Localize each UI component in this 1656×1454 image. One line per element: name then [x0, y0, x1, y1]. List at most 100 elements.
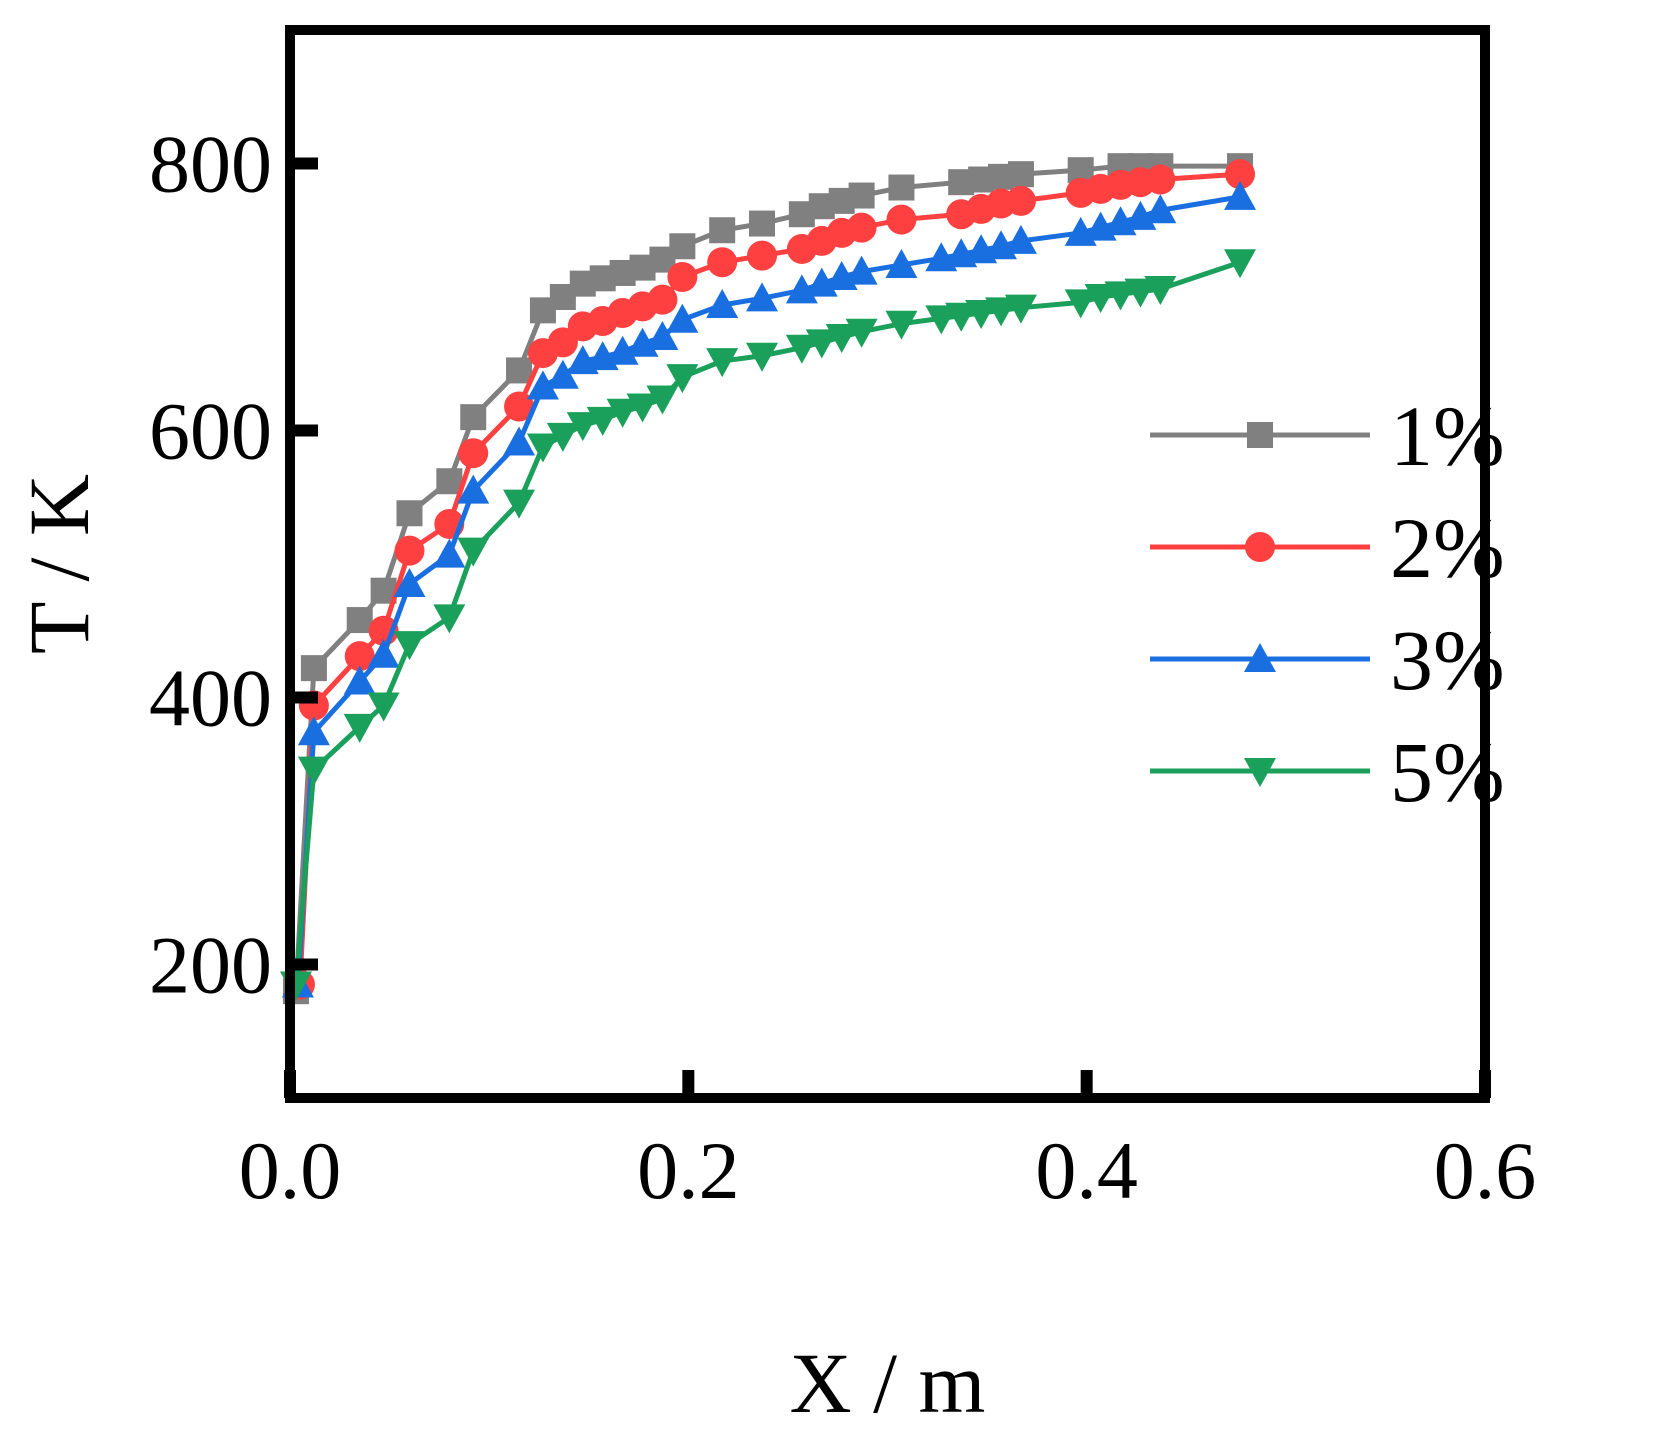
y-tick-label: 800	[149, 119, 272, 210]
y-axis-title: T / K	[11, 474, 107, 654]
data-point	[709, 217, 736, 244]
data-point	[1145, 164, 1176, 195]
data-point	[546, 422, 579, 452]
data-point	[606, 398, 639, 428]
data-point	[393, 568, 426, 598]
legend-marker	[1244, 643, 1276, 672]
data-point	[825, 324, 858, 354]
data-point	[845, 318, 878, 348]
data-point	[886, 204, 917, 235]
series-1	[282, 153, 1254, 1005]
y-tick-label: 400	[149, 653, 272, 744]
data-point	[343, 713, 376, 743]
data-point	[346, 607, 373, 634]
series-3	[281, 180, 1257, 998]
data-point	[706, 289, 739, 319]
data-point	[1224, 180, 1257, 210]
data-point	[985, 297, 1018, 327]
data-point	[666, 364, 699, 394]
data-point	[433, 604, 466, 634]
data-point	[343, 665, 376, 695]
data-point	[1144, 275, 1177, 305]
data-point	[805, 329, 838, 359]
data-point	[367, 692, 400, 722]
data-point	[707, 247, 738, 278]
data-point	[1064, 289, 1097, 319]
series-line	[295, 194, 1241, 985]
series-layer	[279, 153, 1257, 1005]
data-point	[706, 348, 739, 378]
data-point	[433, 538, 466, 568]
data-point	[1225, 159, 1256, 190]
data-point	[457, 474, 490, 504]
data-point	[1007, 161, 1034, 188]
series-4	[279, 249, 1257, 1001]
x-axis-title: X / m	[790, 1335, 986, 1431]
data-point	[646, 321, 679, 351]
data-point	[669, 233, 696, 260]
data-point	[888, 174, 915, 201]
x-tick-label: 0.0	[239, 1125, 342, 1216]
legend-marker	[1245, 532, 1275, 562]
x-tick-label: 0.4	[1035, 1125, 1138, 1216]
plot-area-frame	[285, 25, 1490, 1103]
data-point	[846, 212, 877, 243]
axis-ticks	[284, 157, 1491, 1098]
data-point	[297, 716, 330, 746]
data-point	[747, 240, 778, 271]
data-point	[344, 641, 375, 672]
data-point	[945, 302, 978, 332]
legend-marker	[1247, 422, 1273, 448]
data-point	[1104, 281, 1137, 311]
data-point	[848, 182, 875, 209]
axis-tick-labels: 0.0 0.2 0.4 0.6 200 400 600 800	[149, 119, 1536, 1217]
y-tick-label: 600	[149, 386, 272, 477]
data-point	[785, 334, 818, 364]
data-point	[667, 261, 698, 292]
data-point	[1004, 224, 1037, 254]
data-point	[1124, 278, 1157, 308]
data-point	[460, 404, 487, 431]
data-point	[547, 327, 578, 358]
data-point	[1224, 249, 1257, 279]
x-tick-label: 0.2	[637, 1125, 740, 1216]
data-point	[457, 537, 490, 567]
data-point	[436, 468, 463, 495]
data-point	[1084, 284, 1117, 313]
x-tick-label: 0.6	[1434, 1125, 1537, 1216]
data-point	[647, 284, 678, 315]
data-point	[746, 342, 779, 372]
data-point	[503, 426, 536, 456]
data-point	[506, 357, 533, 384]
data-point	[300, 655, 327, 682]
data-point	[393, 631, 426, 661]
data-point	[566, 412, 599, 442]
data-point	[526, 433, 559, 463]
data-point	[458, 438, 489, 469]
data-point	[925, 305, 958, 335]
data-point	[546, 359, 579, 389]
data-point	[746, 282, 779, 312]
data-point	[1144, 194, 1177, 224]
data-point	[586, 406, 619, 436]
data-point	[367, 638, 400, 668]
data-point	[885, 248, 918, 278]
data-point	[503, 489, 536, 519]
data-point	[626, 393, 659, 423]
data-point	[394, 535, 425, 566]
data-point	[646, 385, 679, 415]
data-point	[526, 370, 559, 400]
y-tick-label: 200	[149, 920, 272, 1011]
data-point	[606, 335, 639, 365]
series-line	[293, 259, 1241, 985]
data-point	[1004, 294, 1037, 324]
data-point	[396, 500, 423, 527]
data-point	[297, 756, 330, 786]
data-point	[965, 300, 998, 330]
data-point	[885, 310, 918, 340]
data-point	[749, 210, 776, 237]
data-point	[845, 255, 878, 285]
data-point	[1005, 185, 1036, 216]
data-point	[504, 391, 535, 422]
